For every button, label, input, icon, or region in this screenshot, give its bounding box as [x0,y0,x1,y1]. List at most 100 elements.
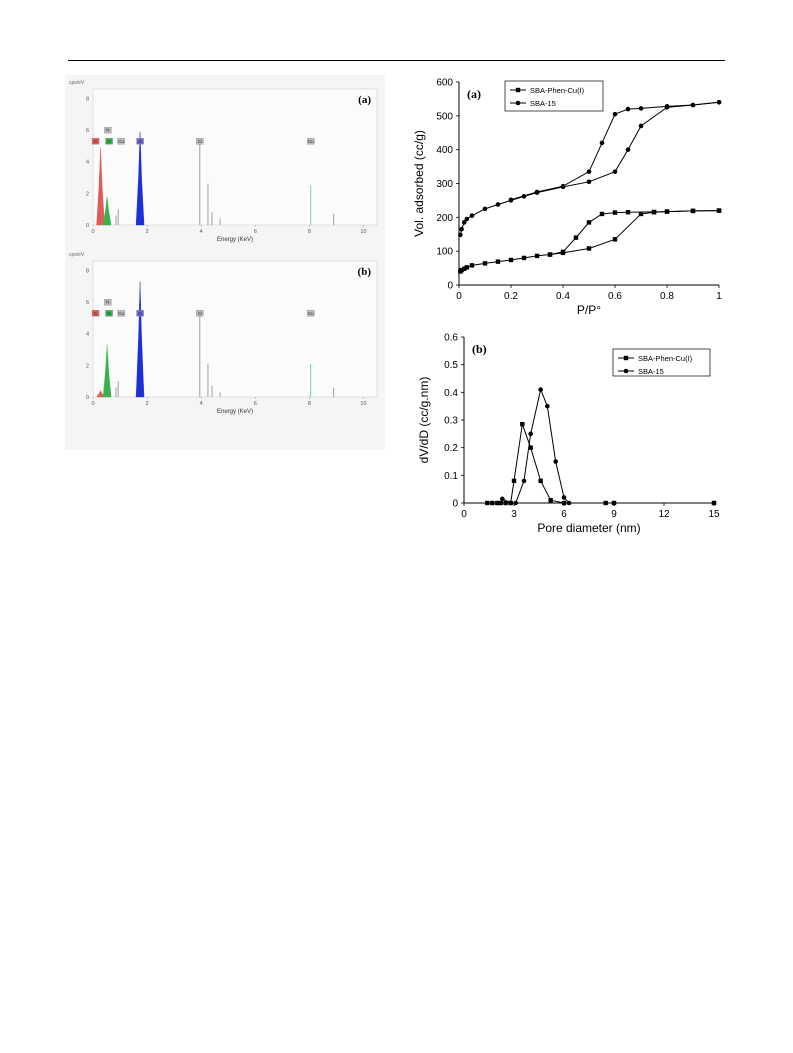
data-point-square [560,249,566,255]
eds-y-tick: 0 [86,395,89,401]
x-axis-label: Pore diameter (nm) [537,521,640,535]
eds-x-tick: 4 [200,229,203,235]
data-point-circle [513,500,518,506]
eds-element-tag-text: O [107,311,111,316]
eds-element-tag-box [136,310,144,317]
y-tick-label: 300 [436,179,453,190]
series-line [459,101,720,236]
data-point-circle [521,478,527,484]
data-point-circle [599,140,605,146]
data-point-circle [611,500,617,506]
data-point-circle [508,500,513,506]
nitrogen-isotherm-chart: 0 100 200 300 400 500 600 0 0.2 0.4 0.6 0.8 1 P/P° Vol… [412,78,722,318]
data-point-square [623,355,629,361]
eds-element-tag-box [91,138,100,145]
data-point-circle [469,213,475,218]
eds-x-tick: 4 [200,401,203,407]
data-point-circle [625,147,631,152]
eds-x-tick: 6 [254,401,257,407]
eds-element-tag-text: N [106,300,109,305]
eds-unit-label: cps/eV [69,252,85,258]
x-tick-label: 0.6 [608,291,622,302]
eds-x-tick: 10 [360,401,366,407]
data-point-circle [534,189,540,195]
y-tick-label: 0.2 [444,443,458,454]
data-point-square [547,252,553,257]
data-point-square [508,257,514,263]
eds-element-tag-box [117,138,125,145]
eds-element-tag: N [104,127,112,134]
series-line [487,423,714,504]
data-point-circle [612,111,618,117]
data-point-square [498,500,503,506]
eds-y-tick: 2 [86,363,89,369]
eds-plot-area [92,88,378,226]
eds-element-tag-box [91,310,100,317]
x-tick-label: 0.2 [504,291,518,302]
eds-element-tag-text: Cu [308,139,314,144]
data-point-square [612,210,618,215]
data-point-circle [482,206,488,212]
data-point-circle [561,495,567,500]
data-point-square [511,478,517,484]
eds-peak [102,196,112,226]
eds-x-tick: 10 [360,229,366,235]
data-point-square [503,500,508,506]
data-point-square [625,210,631,215]
eds-element-tag: C [91,310,100,317]
legend-box [504,80,604,112]
data-point-circle [528,431,533,437]
data-point-square [599,211,605,217]
eds-y-tick: 4 [86,160,89,166]
data-point-square [515,87,521,93]
y-tick-label: 0.3 [444,416,458,427]
data-point-circle [464,216,470,222]
eds-element-tag: Cl [196,138,204,145]
data-point-square [716,208,722,213]
eds-element-tag-text: Si [138,139,142,144]
eds-element-tag-text: Cl [198,311,202,316]
eds-x-tick: 2 [146,401,149,407]
eds-y-tick: 6 [86,128,89,134]
eds-panel-label: (a) [358,94,371,106]
eds-element-tag-text: Cu [118,139,124,144]
eds-element-tag-text: Cu [308,311,314,316]
eds-y-tick: 6 [86,300,89,306]
data-point-square [586,220,592,225]
y-tick-label: 0.4 [444,388,458,399]
data-point-square [495,259,501,264]
eds-panel-label: (b) [358,266,372,278]
chart-legend: SBA-Phen-Cu(I) SBA-15 [612,348,711,377]
data-point-square [664,209,670,214]
eds-x-tick: 0 [91,401,94,407]
eds-element-tag-box [117,310,125,317]
eds-spectra-figure: cps/eV 0 2 4 6 8 0 2 4 6 8 10 Energy (KeV) (a) C O Cu Si N… [65,75,385,450]
eds-y-tick: 2 [86,191,89,197]
eds-element-tag: C [91,138,100,145]
data-point-circle [458,232,463,238]
data-point-circle [515,100,521,106]
eds-element-tag-box [136,138,144,145]
data-point-square [690,208,696,214]
series-sba-15 [458,100,722,238]
data-point-circle [638,123,644,129]
y-tick-label: 0 [452,499,458,510]
data-point-circle [664,104,670,109]
y-tick-label: 500 [436,111,453,122]
eds-y-tick: 0 [86,223,89,229]
eds-x-tick: 8 [308,401,311,407]
eds-element-tag-box [105,138,113,145]
data-point-circle [711,500,717,506]
data-point-square [520,421,525,427]
series-sba-15 [500,387,717,506]
chart-legend: SBA-Phen-Cu(I) SBA-15 [504,80,604,112]
eds-peak [96,147,105,226]
data-point-circle [545,403,550,409]
data-point-square [482,261,488,266]
eds-element-tag: Cu [117,310,125,317]
legend-entry: SBA-Phen-Cu(I) [638,354,693,363]
eds-x-axis-label: Energy (KeV) [217,409,253,415]
eds-x-axis-label: Energy (KeV) [217,237,253,243]
eds-element-tag-box [104,127,112,134]
data-point-square [612,237,618,242]
